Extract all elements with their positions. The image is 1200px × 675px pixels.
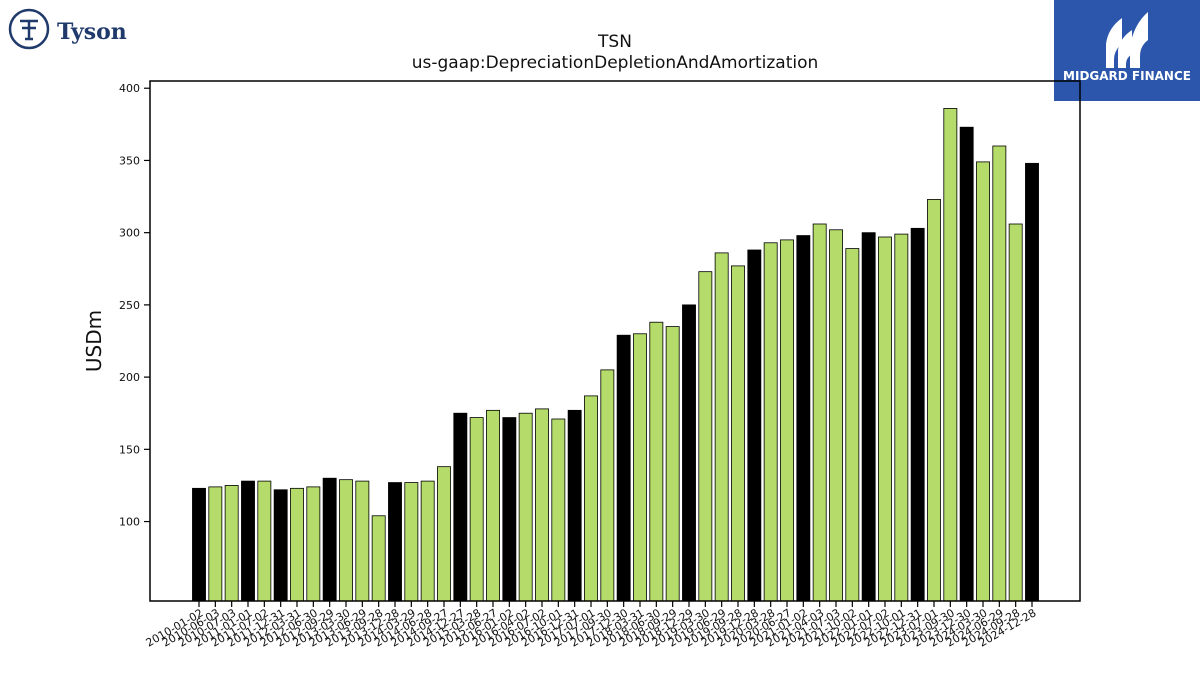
bar	[388, 482, 402, 602]
bar	[290, 487, 304, 602]
bar	[927, 199, 941, 602]
x-axis: 2010-01-022010-06-032010-07-032011-01-01…	[144, 601, 1039, 650]
bar	[698, 271, 713, 602]
bar	[633, 333, 647, 602]
y-tick-label: 400	[119, 82, 140, 95]
bar	[943, 108, 958, 602]
bars-layer	[192, 108, 1039, 602]
bar	[371, 515, 386, 602]
bar	[437, 466, 451, 602]
bar	[453, 412, 468, 602]
bar	[420, 480, 435, 602]
bar	[665, 326, 680, 602]
bar	[224, 485, 239, 602]
bar	[894, 233, 909, 602]
bar	[584, 395, 598, 602]
y-axis: 100 150 200 250 300 350 400	[119, 82, 150, 529]
tyson-emblem-icon	[8, 8, 50, 50]
chart-title: TSN	[598, 32, 632, 52]
bar	[600, 369, 615, 602]
bar	[306, 486, 321, 602]
bar	[339, 479, 353, 602]
bar	[1025, 162, 1039, 602]
y-tick-label: 100	[119, 516, 140, 529]
bar	[1008, 223, 1023, 602]
bar	[518, 412, 533, 602]
y-axis-label: USDm	[82, 310, 106, 372]
midgard-finance-logo: MIDGARD FINANCE	[1054, 0, 1200, 101]
bar	[502, 417, 517, 602]
bar	[616, 334, 631, 602]
bar	[257, 480, 272, 602]
bar	[404, 482, 419, 602]
chart-subtitle: us-gaap:DepreciationDepletionAndAmortiza…	[411, 53, 819, 73]
bar	[551, 418, 566, 602]
bar	[796, 235, 811, 602]
bar	[992, 145, 1007, 602]
bar	[322, 477, 337, 602]
bar	[469, 417, 484, 602]
bar	[829, 229, 843, 602]
y-tick-label: 200	[119, 371, 140, 384]
y-tick-label: 350	[119, 154, 140, 167]
tyson-logo: Tyson	[8, 8, 138, 52]
bar	[861, 232, 876, 602]
bar	[682, 304, 696, 602]
bar	[355, 480, 370, 602]
bar	[780, 239, 794, 602]
bar	[878, 236, 892, 602]
bar	[241, 480, 255, 602]
y-tick-label: 250	[119, 299, 140, 312]
bar	[535, 408, 549, 602]
bar	[649, 321, 664, 602]
bar	[192, 487, 206, 602]
bar	[845, 248, 860, 602]
y-tick-label: 150	[119, 443, 140, 456]
bar	[747, 249, 762, 602]
bar	[763, 242, 778, 602]
bar	[976, 161, 990, 602]
midgard-emblem-icon	[1106, 12, 1148, 68]
bar	[731, 265, 745, 602]
plot-frame	[149, 80, 1081, 602]
bar	[273, 489, 288, 602]
bar	[714, 252, 729, 602]
bar	[208, 486, 223, 602]
tyson-logo-text: Tyson	[57, 19, 127, 45]
bar	[812, 223, 827, 602]
y-tick-label: 300	[119, 227, 140, 240]
bar	[486, 409, 500, 602]
chart-title-block: TSN us-gaap:DepreciationDepletionAndAmor…	[150, 32, 1080, 74]
midgard-logo-text: MIDGARD FINANCE	[1063, 69, 1191, 83]
bar	[959, 126, 974, 602]
bar	[567, 409, 582, 602]
bar	[910, 227, 925, 602]
